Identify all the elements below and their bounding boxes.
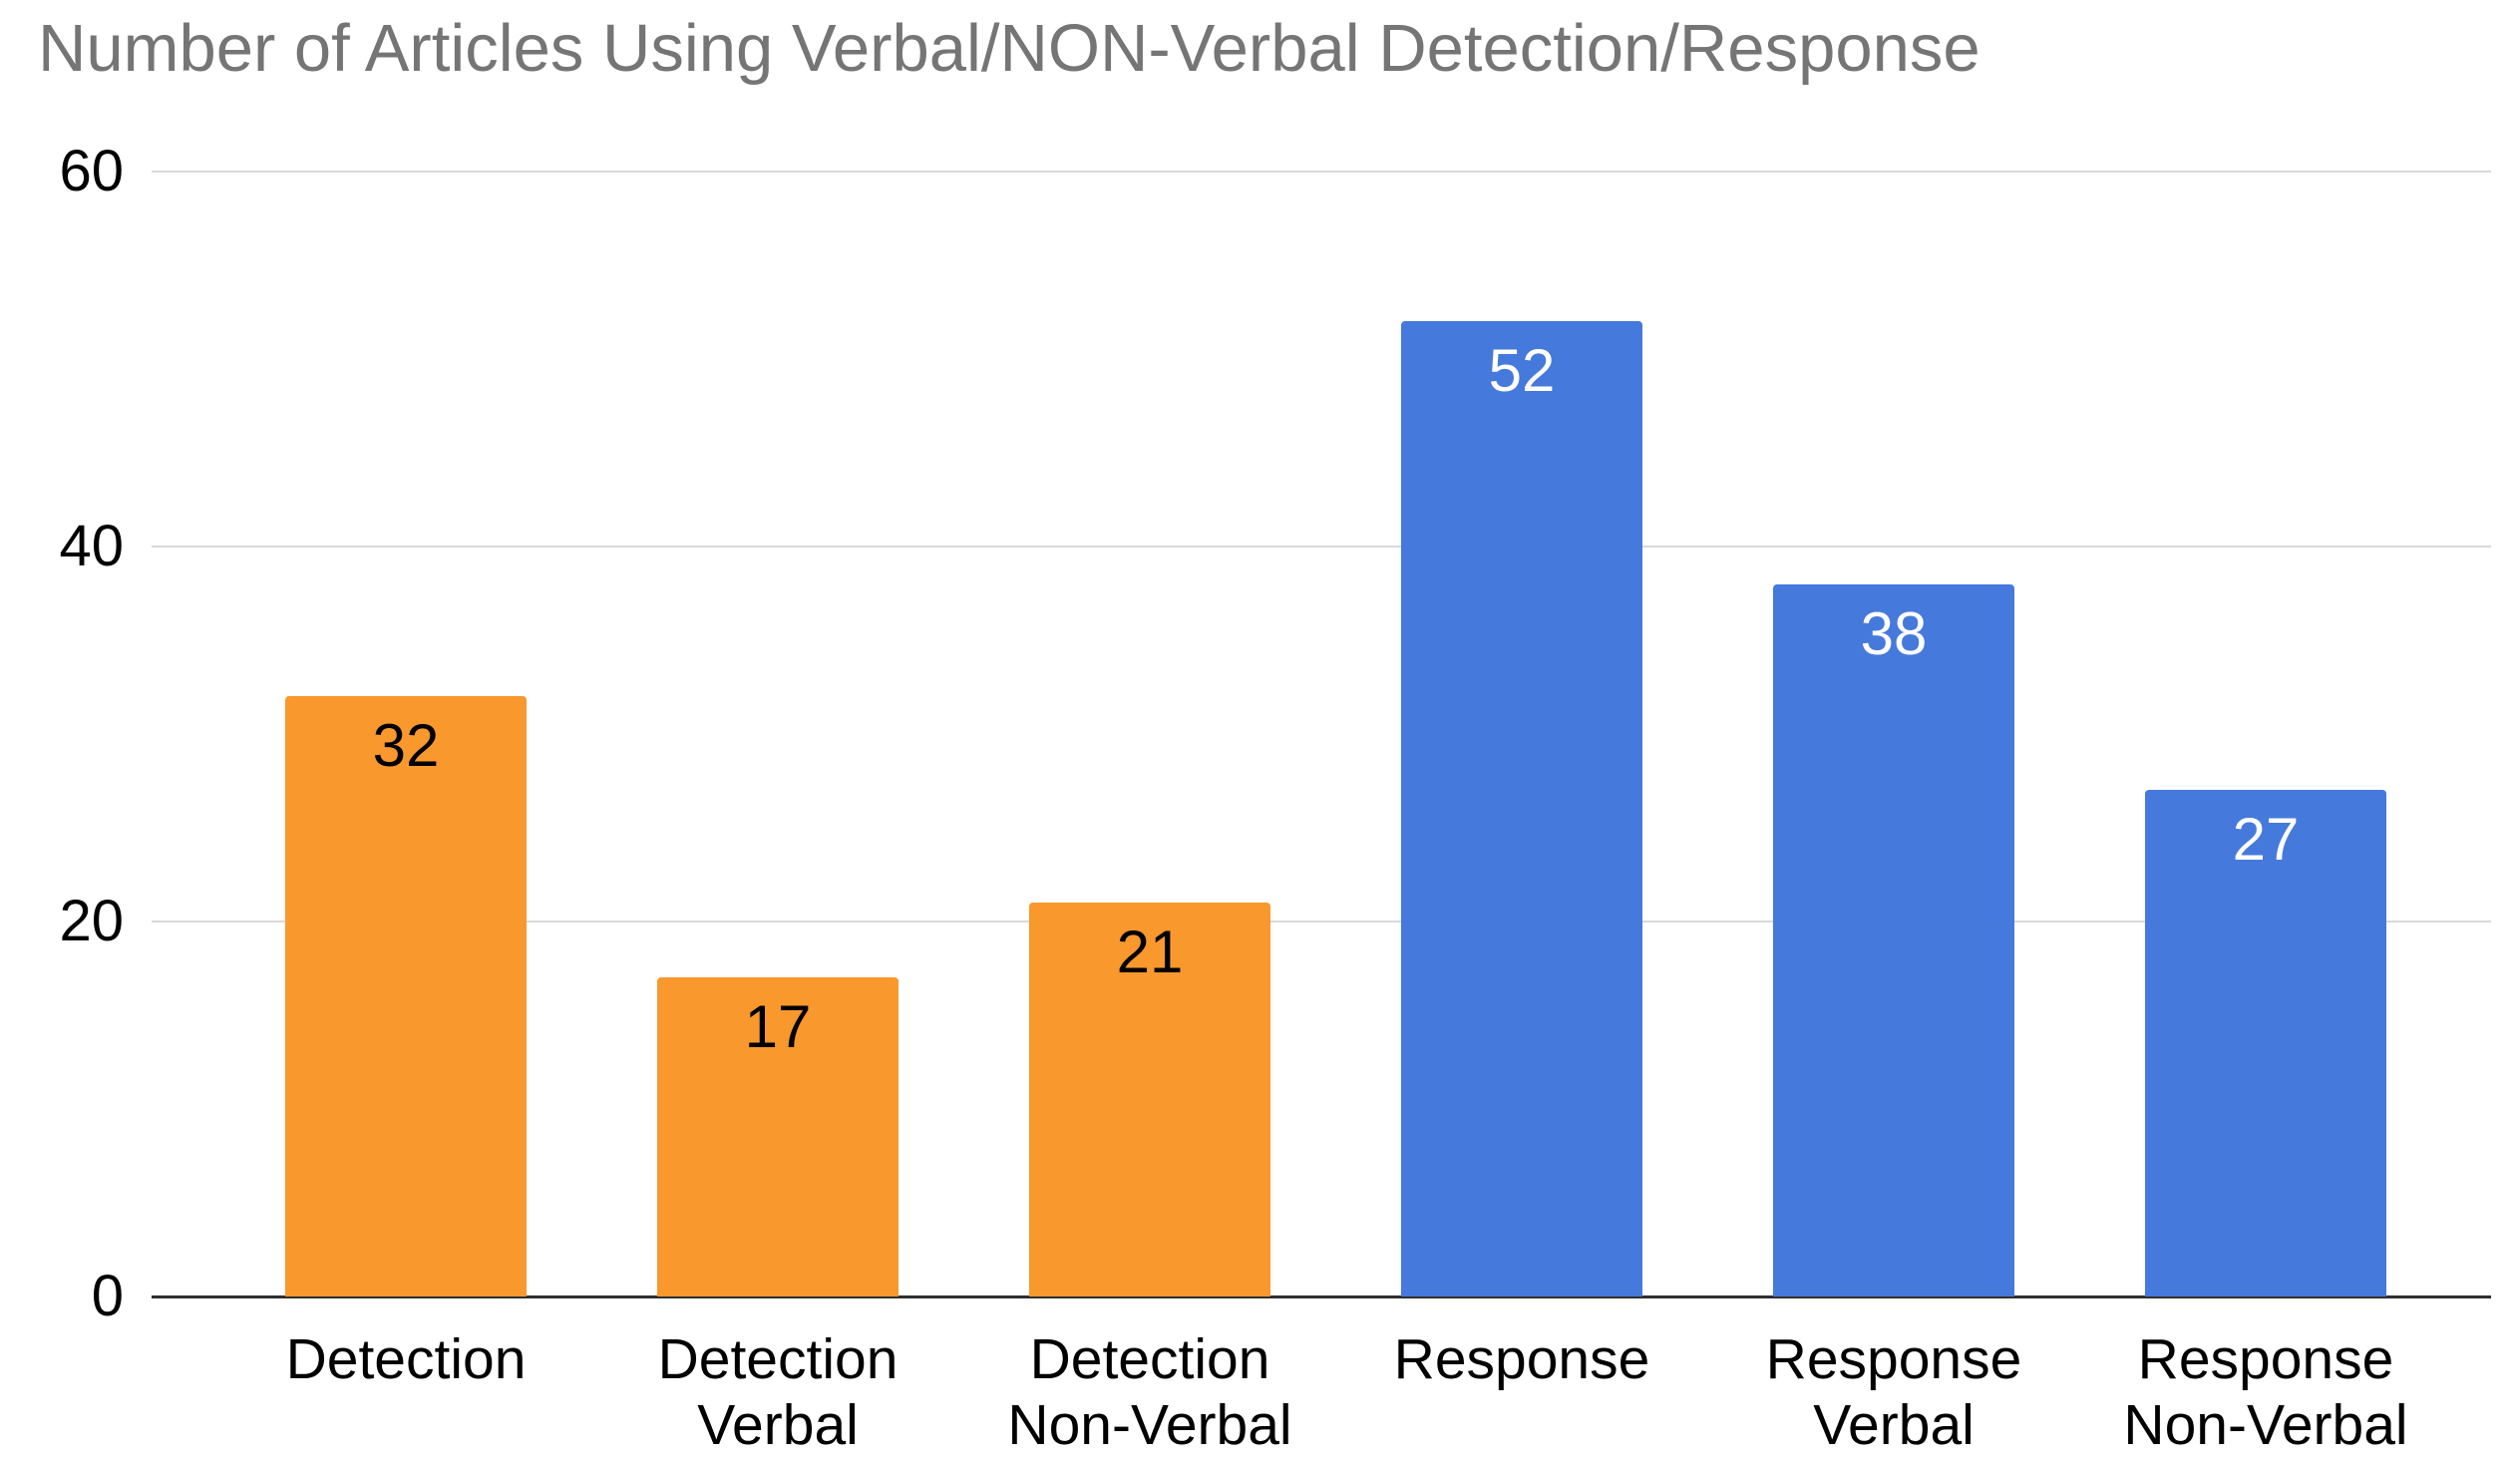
x-tick-label-response-verbal: Response Verbal xyxy=(1765,1327,2022,1457)
x-tick-label-response-non-verbal: Response Non-Verbal xyxy=(2123,1327,2408,1457)
x-tick-label-response: Response xyxy=(1393,1327,1650,1391)
x-tick-label-detection-verbal: Detection Verbal xyxy=(657,1327,899,1457)
y-tick-label-60: 60 xyxy=(59,139,124,203)
y-tick-label-20: 20 xyxy=(59,889,124,953)
bar-response: 52 xyxy=(1401,321,1642,1296)
x-tick-label-detection-non-verbal: Detection Non-Verbal xyxy=(1007,1327,1292,1457)
bar-detection-verbal: 17 xyxy=(657,977,899,1296)
bar-value-label: 17 xyxy=(744,993,812,1061)
chart-title: Number of Articles Using Verbal/NON-Verb… xyxy=(38,11,1980,86)
bar-value-label: 21 xyxy=(1116,919,1184,986)
y-tick-label-0: 0 xyxy=(91,1264,124,1328)
bar-value-label: 38 xyxy=(1860,599,1928,667)
gridline-20 xyxy=(152,920,2491,922)
bar-detection-non-verbal: 21 xyxy=(1029,903,1270,1296)
x-tick-label-detection: Detection xyxy=(285,1327,527,1391)
bar-detection: 32 xyxy=(285,696,527,1296)
bar-value-label: 52 xyxy=(1488,337,1556,405)
bar-response-non-verbal: 27 xyxy=(2145,790,2386,1296)
x-axis-line xyxy=(152,1295,2491,1298)
bar-value-label: 32 xyxy=(372,712,440,780)
bar-response-verbal: 38 xyxy=(1773,583,2014,1296)
gridline-40 xyxy=(152,546,2491,548)
gridline-60 xyxy=(152,171,2491,173)
bar-value-label: 27 xyxy=(2232,806,2300,874)
y-tick-label-40: 40 xyxy=(59,514,124,578)
